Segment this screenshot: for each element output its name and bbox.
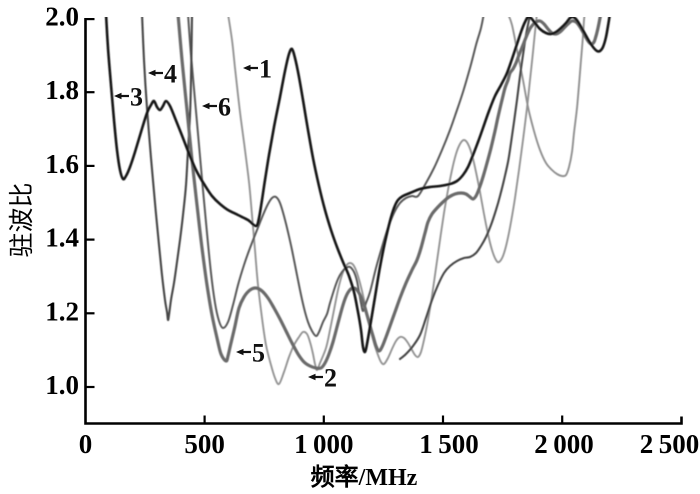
svg-text:2: 2 xyxy=(324,364,337,393)
svg-text:1.0: 1.0 xyxy=(45,370,79,400)
svg-text:3: 3 xyxy=(130,83,143,112)
svg-text:1.8: 1.8 xyxy=(45,75,79,105)
svg-text:2 000: 2 000 xyxy=(534,429,593,459)
svg-text:驻波比: 驻波比 xyxy=(8,182,36,257)
svg-text:1.6: 1.6 xyxy=(45,149,79,179)
svg-text:0: 0 xyxy=(79,429,93,459)
svg-text:2.0: 2.0 xyxy=(45,2,79,32)
svg-text:500: 500 xyxy=(184,429,225,459)
svg-text:1.4: 1.4 xyxy=(45,223,79,253)
svg-text:1 000: 1 000 xyxy=(294,429,353,459)
svg-text:6: 6 xyxy=(218,93,231,122)
svg-text:1: 1 xyxy=(259,55,272,84)
svg-text:1.2: 1.2 xyxy=(45,296,79,326)
svg-text:频率/MHz: 频率/MHz xyxy=(311,463,418,491)
svg-text:1 500: 1 500 xyxy=(419,429,478,459)
svg-text:2 500: 2 500 xyxy=(640,429,699,459)
svg-text:5: 5 xyxy=(252,339,265,368)
svg-text:4: 4 xyxy=(164,60,177,89)
